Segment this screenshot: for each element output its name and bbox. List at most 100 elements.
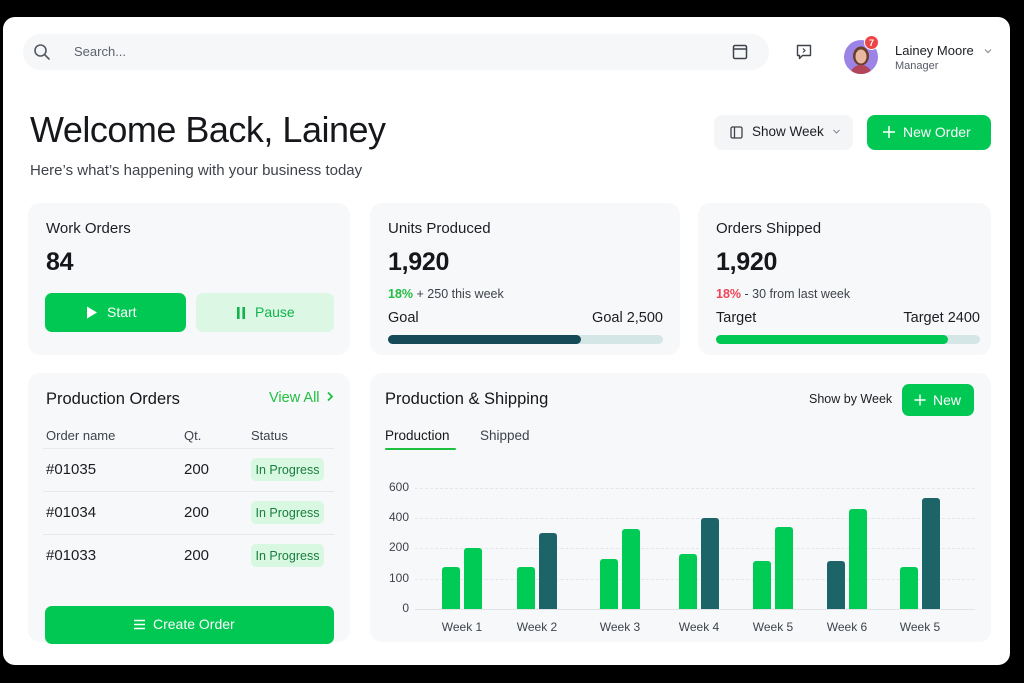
column-header-order-name: Order name [46,428,116,443]
window-panel-icon[interactable] [732,44,748,60]
gridline [415,609,975,610]
delta-percent: 18% [716,287,742,301]
chart-bar[interactable] [849,509,867,609]
y-axis-tick: 400 [388,510,409,525]
chevron-down-icon [833,129,840,134]
chart-bar[interactable] [701,518,719,609]
tab-production[interactable]: Production [385,428,450,443]
x-axis-label: Week 5 [899,620,941,634]
goal-progress-fill [388,335,581,344]
user-role: Manager [895,60,939,72]
y-axis-tick: 600 [388,479,409,494]
delta-percent: 18% [388,287,414,301]
goal-progress-bar [388,335,663,344]
order-qty: 200 [184,547,210,564]
card-label: Work Orders [46,220,131,237]
order-name: #01034 [46,504,97,521]
chart-bar[interactable] [775,527,793,609]
chart-bar[interactable] [622,528,640,609]
bar-chart: 0 100 200 400 600 Week 1 Week 2 Week 3 Week 4 Wee… [370,373,991,642]
order-name: #01033 [46,547,97,564]
table-row[interactable]: #01034 200 In Progress [43,491,334,534]
new-order-button[interactable]: New Order [867,115,991,150]
production-orders-card: Production Orders View All Order name Qt… [28,373,350,644]
column-header-qty: Qt. [184,428,202,443]
chart-bar[interactable] [827,560,845,609]
tab-shipped[interactable]: Shipped [480,428,530,443]
search-bar[interactable]: Search... [23,34,769,70]
chart-bar[interactable] [753,560,771,609]
gridline [415,548,975,550]
chart-bar[interactable] [442,566,460,609]
new-order-label: New Order [903,124,971,140]
new-button[interactable]: New [902,384,974,416]
search-icon [34,44,50,60]
x-axis-label: Week 3 [599,620,641,634]
table-row[interactable]: #01033 200 In Progress [43,534,334,577]
target-progress-fill [716,335,949,344]
view-all-label: View All [269,390,320,406]
delta-text: + 250 this week [416,287,504,301]
list-icon [134,619,145,630]
order-qty: 200 [184,461,210,478]
target-label: Target [716,310,757,326]
show-week-label: Show Week [752,124,824,139]
show-by-week-toggle[interactable]: Show by Week [809,392,893,406]
pause-label: Pause [255,304,295,320]
active-tab-indicator [385,448,456,450]
chart-bar[interactable] [600,559,618,609]
x-axis-label: Week 4 [678,620,720,634]
pause-button[interactable]: Pause [196,293,334,332]
units-produced-card: Units Produced 1,920 18% + 250 this week… [370,203,680,355]
status-badge: In Progress [251,544,324,567]
user-name[interactable]: Lainey Moore [895,43,974,58]
chart-bar[interactable] [539,533,557,609]
column-header-status: Status [251,428,288,443]
notification-badge: 7 [864,35,879,50]
table-row[interactable]: #01035 200 In Progress [43,448,334,491]
view-all-link[interactable]: View All [269,390,334,406]
gridline [415,518,975,520]
units-delta: 18% + 250 this week [388,287,504,301]
y-axis-tick: 0 [402,601,409,615]
chevron-down-icon[interactable] [983,47,993,55]
message-icon[interactable] [795,43,813,61]
x-axis-label: Week 2 [516,620,558,634]
chart-bar[interactable] [922,498,940,609]
gridline [415,487,975,489]
create-order-label: Create Order [153,616,235,632]
page-subtitle: Here’s what’s happening with your busine… [30,162,363,179]
chevron-right-icon [326,391,333,402]
calendar-icon [730,126,743,139]
pause-icon [237,307,245,319]
delta-text: - 30 from last week [744,287,851,301]
create-order-button[interactable]: Create Order [45,606,334,644]
start-button[interactable]: Start [45,293,186,332]
play-icon [87,306,97,319]
new-label: New [933,392,962,408]
chart-bar[interactable] [679,554,697,609]
x-axis-label: Week 6 [826,620,868,634]
goal-label: Goal [388,310,419,326]
search-input[interactable]: Search... [74,44,127,59]
y-axis-tick: 100 [388,570,409,585]
show-week-dropdown[interactable]: Show Week [714,115,853,150]
chart-bar[interactable] [464,547,482,609]
section-title: Production Orders [46,390,180,408]
units-produced-value: 1,920 [388,248,450,276]
order-qty: 200 [184,504,210,521]
app-window: Search... 7 Lainey Moore Manager Welcome… [3,17,1010,665]
section-title: Production & Shipping [385,390,549,408]
start-label: Start [107,304,137,320]
chart-bar[interactable] [517,566,535,609]
x-axis-label: Week 1 [441,620,483,634]
page-title: Welcome Back, Lainey [30,109,386,150]
orders-shipped-card: Orders Shipped 1,920 18% - 30 from last … [698,203,991,355]
plus-icon [914,394,926,406]
shipped-delta: 18% - 30 from last week [716,287,850,301]
work-orders-card: Work Orders 84 Start Pause [28,203,350,355]
orders-shipped-value: 1,920 [716,248,778,276]
work-orders-value: 84 [46,248,74,276]
order-name: #01035 [46,461,97,478]
chart-bar[interactable] [900,566,918,609]
